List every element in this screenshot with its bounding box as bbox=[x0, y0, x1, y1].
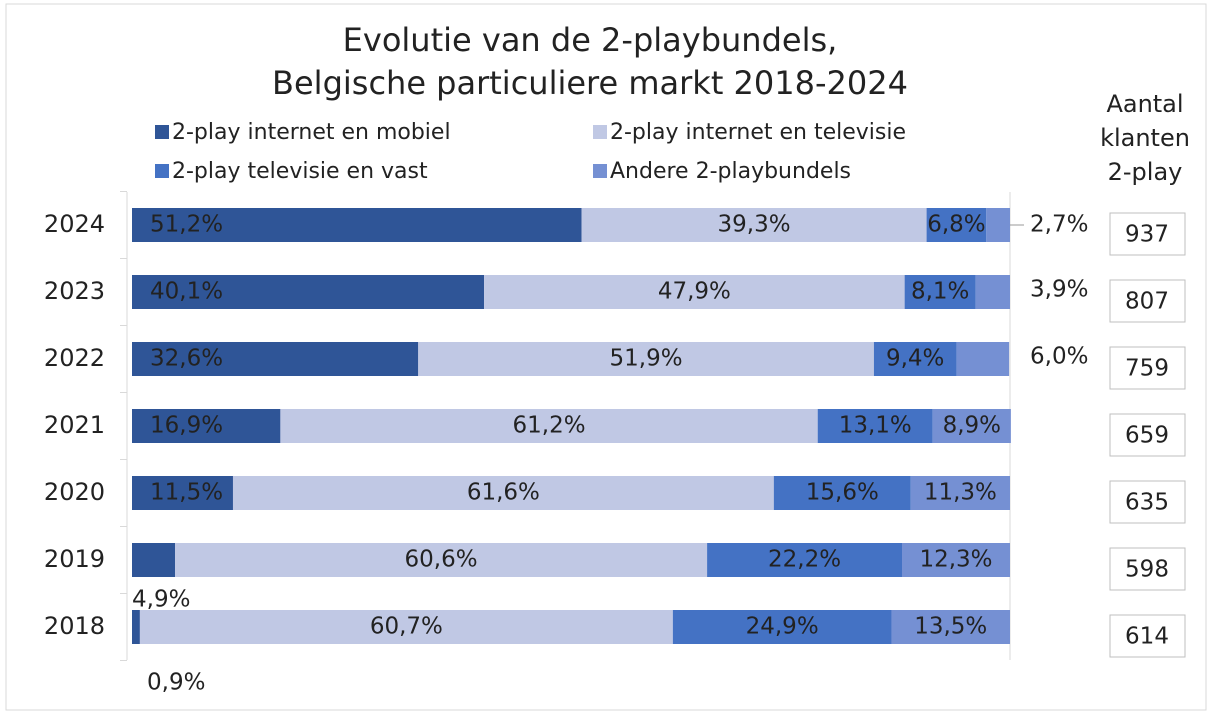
bar-segment bbox=[986, 208, 1010, 242]
value-label: 60,6% bbox=[405, 547, 478, 573]
value-label: 24,9% bbox=[746, 614, 819, 640]
bar-segment bbox=[773, 476, 911, 510]
value-label: 8,1% bbox=[911, 279, 969, 305]
chart-title: Belgische particuliere markt 2018-2024 bbox=[272, 64, 908, 102]
legend-swatch bbox=[593, 125, 607, 139]
value-label: 16,9% bbox=[150, 413, 223, 439]
customer-count: 659 bbox=[1125, 423, 1169, 449]
bar-segment bbox=[132, 275, 485, 309]
y-tick-label: 2018 bbox=[44, 612, 105, 640]
bar-segment bbox=[910, 476, 1010, 510]
value-label: 13,5% bbox=[914, 614, 987, 640]
bar-segment bbox=[132, 543, 176, 577]
bar-segment bbox=[672, 610, 892, 644]
y-tick-label: 2021 bbox=[44, 411, 105, 439]
bar-segment bbox=[280, 409, 818, 443]
legend-swatch bbox=[155, 125, 169, 139]
bar-segment bbox=[873, 342, 957, 376]
customer-box bbox=[1109, 279, 1186, 323]
side-title: Aantal bbox=[1106, 90, 1183, 118]
bar-segment bbox=[484, 275, 905, 309]
legend-label: Andere 2-playbundels bbox=[610, 159, 851, 184]
customer-box bbox=[1109, 346, 1186, 390]
bar-segment bbox=[707, 543, 903, 577]
y-tick-label: 2019 bbox=[44, 545, 105, 573]
bar-segment bbox=[817, 409, 933, 443]
value-label: 13,1% bbox=[839, 413, 912, 439]
value-label: 51,2% bbox=[150, 212, 223, 238]
bar-segment bbox=[418, 342, 874, 376]
legend-label: 2-play internet en televisie bbox=[610, 120, 906, 145]
bar-segment bbox=[932, 409, 1011, 443]
value-label: 11,5% bbox=[150, 480, 223, 506]
y-tick-label: 2020 bbox=[44, 478, 105, 506]
bar-segment bbox=[132, 342, 419, 376]
side-title: klanten bbox=[1100, 124, 1190, 152]
value-label: 61,2% bbox=[513, 413, 586, 439]
legend-swatch bbox=[593, 164, 607, 178]
value-label: 61,6% bbox=[467, 480, 540, 506]
value-label: 60,7% bbox=[370, 614, 443, 640]
value-label: 6,8% bbox=[927, 212, 985, 238]
customer-box bbox=[1109, 614, 1186, 658]
customer-count: 598 bbox=[1125, 557, 1169, 583]
bar-segment bbox=[581, 208, 927, 242]
value-label: 8,9% bbox=[943, 413, 1001, 439]
value-label: 39,3% bbox=[718, 212, 791, 238]
value-label: 32,6% bbox=[150, 346, 223, 372]
value-label: 11,3% bbox=[924, 480, 997, 506]
bar-segment bbox=[132, 610, 140, 644]
legend-swatch bbox=[155, 164, 169, 178]
value-label: 4,9% bbox=[132, 587, 190, 613]
y-tick-label: 2023 bbox=[44, 277, 105, 305]
bar-segment bbox=[975, 275, 1010, 309]
chart-title: Evolutie van de 2-playbundels, bbox=[343, 21, 838, 59]
customer-count: 937 bbox=[1125, 222, 1169, 248]
customer-count: 807 bbox=[1125, 289, 1169, 315]
value-label: 47,9% bbox=[658, 279, 731, 305]
side-title: 2-play bbox=[1108, 158, 1183, 186]
bar-segment bbox=[132, 476, 233, 510]
value-label: 2,7% bbox=[1030, 212, 1088, 238]
value-label: 22,2% bbox=[768, 547, 841, 573]
bar-segment bbox=[904, 275, 976, 309]
bar-segment bbox=[902, 543, 1010, 577]
bar-segment bbox=[132, 409, 281, 443]
customer-count: 759 bbox=[1125, 356, 1169, 382]
value-label: 15,6% bbox=[806, 480, 879, 506]
bar-segment bbox=[926, 208, 987, 242]
bar-segment bbox=[132, 208, 582, 242]
customer-box bbox=[1109, 413, 1186, 457]
value-label: 0,9% bbox=[147, 670, 205, 696]
bar-segment bbox=[232, 476, 774, 510]
value-label: 40,1% bbox=[150, 279, 223, 305]
value-label: 12,3% bbox=[919, 547, 992, 573]
customer-count: 614 bbox=[1125, 624, 1169, 650]
legend-label: 2-play internet en mobiel bbox=[172, 120, 451, 145]
bar-segment bbox=[956, 342, 1010, 376]
bar-segment bbox=[139, 610, 673, 644]
customer-box bbox=[1109, 547, 1186, 591]
customer-box bbox=[1109, 212, 1186, 256]
value-label: 6,0% bbox=[1030, 344, 1088, 370]
value-label: 3,9% bbox=[1030, 277, 1088, 303]
customer-count: 635 bbox=[1125, 490, 1169, 516]
legend-label: 2-play televisie en vast bbox=[172, 159, 428, 184]
y-tick-label: 2024 bbox=[44, 210, 105, 238]
customer-box bbox=[1109, 480, 1186, 524]
y-tick-label: 2022 bbox=[44, 344, 105, 372]
value-label: 51,9% bbox=[610, 346, 683, 372]
bar-segment bbox=[175, 543, 708, 577]
bar-segment bbox=[891, 610, 1010, 644]
value-label: 9,4% bbox=[886, 346, 944, 372]
